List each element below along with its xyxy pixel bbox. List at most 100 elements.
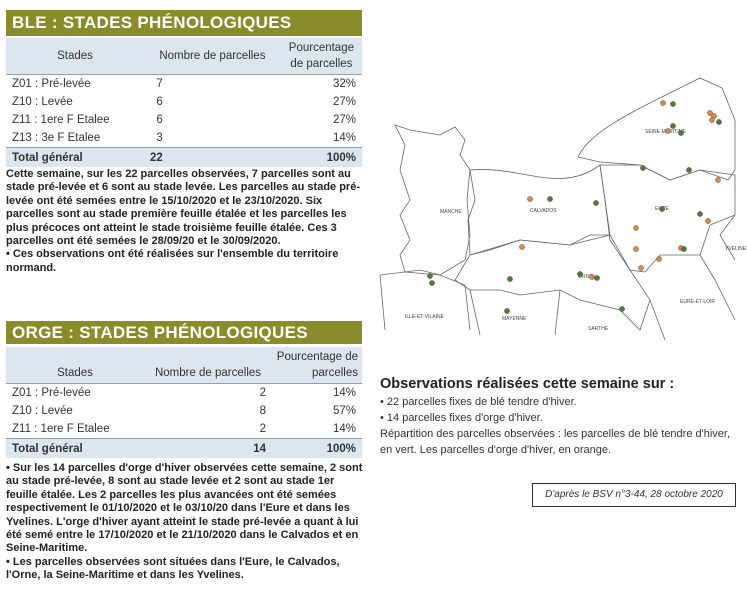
ble-commentary: Cette semaine, sur les 22 parcelles obse… [6,168,366,275]
ble-parcel-marker [547,196,553,202]
orge-parcel-marker [589,274,595,280]
sarthe-outline [554,289,561,336]
table-row: Z11 : 1ere F Etalee 2 14% [6,420,362,439]
percent-cell: 14% [332,132,356,144]
ble-parcel-marker [504,308,510,314]
eure-outline [599,164,736,273]
ble-parcel-marker [507,276,513,282]
ble-parcel-marker [670,101,676,107]
yvelines-outline [719,214,736,261]
ble-parcel-marker [593,200,599,206]
orge-parcel-marker [656,256,662,262]
col-header-stades: Stades [6,347,144,384]
calvados-outline [467,164,611,256]
count-cell: 8 [259,405,266,417]
col-header-pourcentage: Pourcentage de parcelles [272,347,362,384]
total-nombre: 14 [144,438,272,458]
table-row: Z01 : Pré-levée 7 32% [6,75,362,94]
observations-title: Observations réalisées cette semaine sur… [380,376,675,392]
map-label: MANCHE [440,209,462,215]
col-header-nombre: Nombre de parcelles [144,347,272,384]
ble-parcel-marker [697,211,703,217]
ble-parcel-marker [681,246,687,252]
paragraph: • Les parcelles observées sont situées d… [6,555,340,582]
percent-cell: 57% [332,405,356,417]
orge-commentary: • Sur les 14 parcelles d'orge d'hiver ob… [6,462,366,583]
orge-parcel-marker [638,265,644,271]
ble-parcel-marker [670,123,676,129]
paragraph: Cette semaine, sur les 22 parcelles obse… [6,168,360,248]
total-nombre: 22 [144,147,281,167]
percent-cell: 32% [332,78,356,90]
percent-cell: 14% [332,423,356,435]
ble-parcel-marker [427,273,433,279]
map-label: YVELINES [725,246,747,252]
ble-parcel-marker [594,275,600,281]
ble-section-title: BLE : STADES PHÉNOLOGIQUES [6,10,362,36]
map-label: EURE-ET-LOIR [680,299,715,305]
paragraph: • Sur les 14 parcelles d'orge d'hiver ob… [6,462,363,555]
stage-cell: Z11 : 1ere F Etalee [12,423,110,435]
orge-parcel-marker [519,244,525,250]
count-cell: 2 [259,387,266,399]
observation-item: • 22 parcelles fixes de blé tendre d'hiv… [380,396,577,408]
percent-cell: 27% [332,96,356,108]
count-cell: 2 [259,423,266,435]
orge-parcel-marker [715,177,721,183]
col-header-nombre: Nombre de parcelles [144,38,281,75]
table-header-row: Stades Nombre de parcelles Pourcentage d… [6,38,362,75]
orge-section-title: ORGE : STADES PHÉNOLOGIQUES [6,321,362,344]
orge-stages-table: Stades Nombre de parcelles Pourcentage d… [6,347,362,458]
table-row: Z11 : 1ere F Etalee 6 27% [6,111,362,129]
orge-parcel-marker [709,117,715,123]
total-row: Total général 22 100% [6,147,362,167]
ble-parcel-marker [716,119,722,125]
ble-parcel-marker [678,130,684,136]
table-row: Z10 : Levée 6 27% [6,93,362,111]
total-label: Total général [6,438,144,458]
stage-cell: Z10 : Levée [12,96,73,108]
source-caption: D'après le BSV n°3-44, 28 octobre 2020 [532,483,736,507]
ille-et-vilaine-outline [379,271,471,331]
map-label: SARTHE [588,326,609,332]
map-label: ILLE-ET-VILAINE [405,314,445,320]
orge-parcel-marker [527,196,533,202]
map-label: CALVADOS [530,208,557,214]
ble-parcel-marker [659,206,665,212]
count-cell: 6 [156,96,163,108]
orge-parcel-marker [633,246,639,252]
observation-note: Répartition des parcelles observées : le… [380,428,731,456]
ble-parcel-marker [577,271,583,277]
paragraph: • Ces observations ont été réalisées sur… [6,248,339,274]
stage-cell: Z11 : 1ere F Etalee [12,114,110,126]
observations-summary: Observations réalisées cette semaine sur… [380,376,740,458]
orge-parcel-marker [665,128,671,134]
count-cell: 3 [156,132,163,144]
ble-parcel-marker [686,167,692,173]
col-header-stades: Stades [6,38,144,75]
eure-et-loir-outline [649,254,736,341]
map-label: ORNE [578,274,593,280]
total-row: Total général 14 100% [6,438,362,458]
total-pct: 100% [280,147,362,167]
table-row: Z10 : Levée 8 57% [6,402,362,420]
percent-cell: 27% [332,114,356,126]
mayenne-outline [469,289,481,336]
ble-parcel-marker [640,165,646,171]
stage-cell: Z13 : 3e F Etalee [12,132,101,144]
col-header-pourcentage: Pourcentage de parcelles [280,38,362,75]
stage-cell: Z01 : Pré-levée [12,387,91,399]
orge-parcel-marker [660,100,666,106]
orge-parcel-marker [705,218,711,224]
total-pct: 100% [272,438,362,458]
ble-parcel-marker [429,280,435,286]
observation-item: • 14 parcelles fixes d'orge d'hiver. [380,412,543,424]
count-cell: 6 [156,114,163,126]
percent-cell: 14% [332,387,356,399]
manche-outline [394,124,471,276]
table-row: Z01 : Pré-levée 2 14% [6,384,362,403]
table-row: Z13 : 3e F Etalee 3 14% [6,129,362,148]
ble-parcel-marker [619,306,625,312]
table-header-row: Stades Nombre de parcelles Pourcentage d… [6,347,362,384]
